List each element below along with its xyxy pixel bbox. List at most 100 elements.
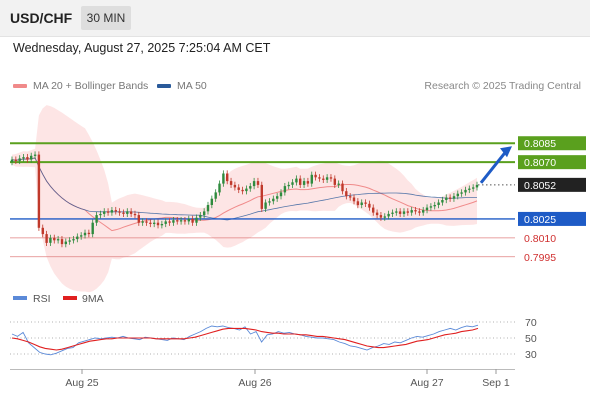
candle: [252, 181, 256, 187]
candle: [91, 222, 94, 235]
candle: [122, 212, 125, 214]
candle: [391, 212, 394, 214]
rsi-panel: RSI 9MA 70 50 30: [10, 293, 537, 361]
candle: [103, 211, 106, 214]
candle: [80, 235, 83, 237]
target-arrow-head: [500, 146, 512, 158]
candle: [126, 211, 129, 214]
candle: [256, 181, 260, 185]
ma20-line: [11, 157, 478, 232]
candle: [345, 191, 348, 197]
ma50-line: [11, 157, 477, 221]
candle: [333, 178, 336, 185]
candle: [448, 197, 452, 199]
candle: [383, 216, 386, 218]
candle: [406, 211, 409, 213]
candle: [49, 237, 52, 243]
candle: [41, 227, 44, 235]
level-label-0.8085: 0.8085: [524, 138, 556, 150]
candle: [37, 154, 41, 228]
candle: [245, 188, 248, 192]
candle: [179, 220, 183, 222]
target-arrow-shaft: [479, 149, 509, 184]
candle: [187, 218, 190, 222]
rsi-tick-label: 30: [525, 349, 537, 361]
candle: [83, 232, 87, 236]
candle: [153, 222, 156, 224]
candle: [106, 211, 110, 213]
candle: [283, 186, 287, 193]
candle: [76, 236, 79, 240]
candle: [310, 174, 313, 184]
candle: [425, 207, 429, 211]
rsi-tick-label: 70: [525, 317, 537, 329]
candle: [191, 218, 194, 223]
candle: [164, 221, 167, 224]
candle: [172, 220, 175, 223]
candle: [18, 158, 21, 161]
candle: [249, 186, 252, 189]
candle: [149, 222, 152, 224]
candle: [233, 184, 237, 188]
candle: [33, 154, 37, 156]
candle: [210, 198, 213, 205]
x-tick-label: Aug 25: [65, 377, 98, 389]
rsi-legend-label: RSI: [33, 293, 51, 305]
legend-ma50: MA 50: [157, 80, 207, 92]
candle: [414, 210, 417, 212]
level-tag-bg-0.8025: [518, 211, 586, 226]
candle: [87, 232, 91, 235]
candle: [99, 213, 102, 216]
candle: [218, 183, 221, 193]
candle: [276, 196, 279, 199]
last-price-tag-bg: [518, 177, 586, 192]
candle: [114, 210, 117, 212]
candle: [222, 173, 225, 184]
candle: [375, 212, 379, 216]
level-label-0.8010: 0.8010: [524, 233, 556, 245]
candle: [441, 200, 444, 203]
candle: [445, 197, 448, 200]
candle: [464, 189, 467, 193]
candle: [322, 178, 325, 180]
candle: [456, 193, 459, 197]
level-label-0.7995: 0.7995: [524, 252, 556, 264]
candle: [203, 211, 206, 216]
candle: [418, 211, 421, 213]
candle: [30, 155, 33, 160]
candle: [206, 205, 210, 212]
candle: [199, 215, 202, 218]
candle: [279, 192, 283, 197]
candle: [176, 220, 179, 222]
candle: [337, 183, 340, 185]
candle: [237, 187, 240, 190]
candle: [433, 205, 436, 207]
candle: [387, 213, 390, 217]
candle: [160, 224, 164, 226]
candle: [356, 201, 360, 206]
level-label-0.8070: 0.8070: [524, 157, 556, 169]
candle: [364, 202, 367, 204]
candle: [22, 157, 25, 159]
rsi-legend-swatch: [13, 296, 27, 300]
candle: [145, 221, 148, 223]
symbol-label: USD/CHF: [10, 10, 73, 26]
price-panel: 0.8085 0.8070 0.8052 0.8025 0.8010 0.7995 Aug …: [10, 105, 586, 389]
candle: [325, 177, 329, 180]
candle: [195, 217, 198, 223]
level-label-0.8025: 0.8025: [524, 214, 556, 226]
candle: [429, 206, 433, 208]
candle: [379, 215, 383, 218]
candle: [133, 213, 137, 216]
candle: [410, 210, 413, 213]
candle: [299, 178, 302, 185]
candle: [95, 215, 98, 223]
candle: [452, 196, 456, 199]
candle: [460, 192, 463, 194]
timeframe-button[interactable]: 30 MIN: [81, 6, 131, 30]
candle: [349, 196, 352, 198]
candle: [318, 177, 321, 179]
candle: [398, 211, 402, 214]
candle: [118, 211, 121, 213]
